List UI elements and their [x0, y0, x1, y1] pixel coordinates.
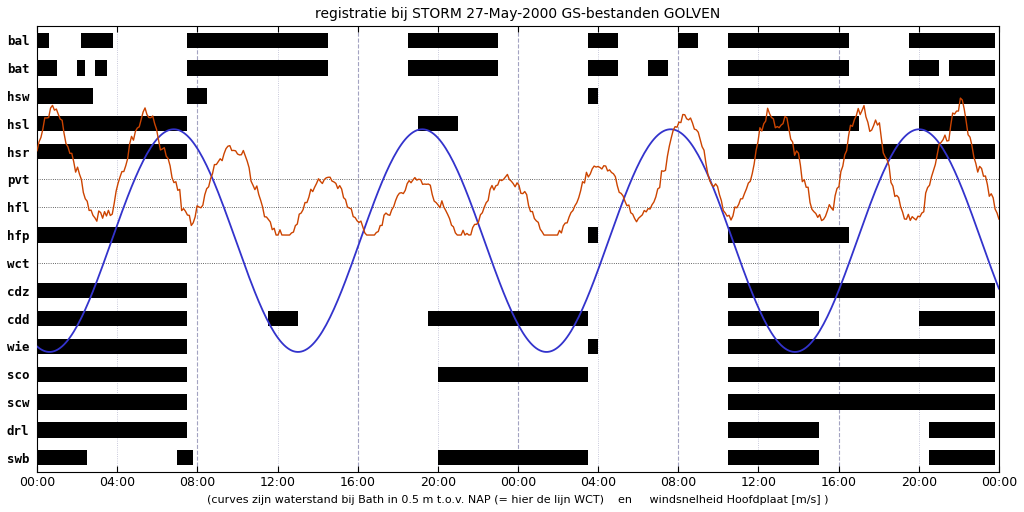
Bar: [37, 88, 93, 103]
Bar: [37, 116, 187, 132]
Bar: [678, 33, 698, 48]
Bar: [728, 283, 995, 298]
Bar: [187, 88, 208, 103]
Bar: [418, 116, 458, 132]
Bar: [588, 60, 618, 76]
Bar: [37, 60, 57, 76]
Bar: [929, 422, 995, 438]
Bar: [728, 422, 818, 438]
Bar: [438, 367, 588, 382]
Bar: [77, 60, 85, 76]
Bar: [588, 88, 598, 103]
Bar: [408, 60, 498, 76]
Bar: [37, 311, 187, 326]
Bar: [37, 283, 187, 298]
Bar: [648, 60, 669, 76]
Bar: [728, 60, 849, 76]
Bar: [37, 339, 187, 354]
Bar: [177, 450, 194, 465]
Bar: [408, 33, 498, 48]
Bar: [588, 339, 598, 354]
Bar: [428, 311, 588, 326]
Bar: [728, 394, 995, 410]
Bar: [81, 33, 114, 48]
Bar: [37, 144, 187, 159]
X-axis label: (curves zijn waterstand bij Bath in 0.5 m t.o.v. NAP (= hier de lijn WCT)    en : (curves zijn waterstand bij Bath in 0.5 …: [207, 495, 828, 505]
Bar: [728, 450, 818, 465]
Bar: [438, 450, 588, 465]
Title: registratie bij STORM 27-May-2000 GS-bestanden GOLVEN: registratie bij STORM 27-May-2000 GS-bes…: [315, 7, 721, 21]
Bar: [187, 60, 328, 76]
Bar: [908, 60, 939, 76]
Bar: [949, 60, 995, 76]
Bar: [728, 88, 995, 103]
Bar: [929, 450, 995, 465]
Bar: [919, 311, 995, 326]
Bar: [37, 394, 187, 410]
Bar: [728, 227, 849, 243]
Bar: [187, 33, 328, 48]
Bar: [728, 339, 995, 354]
Bar: [728, 116, 859, 132]
Bar: [728, 33, 849, 48]
Bar: [37, 367, 187, 382]
Bar: [95, 60, 108, 76]
Bar: [728, 367, 995, 382]
Bar: [588, 33, 618, 48]
Bar: [728, 144, 995, 159]
Bar: [908, 33, 995, 48]
Bar: [267, 311, 298, 326]
Bar: [588, 227, 598, 243]
Bar: [37, 33, 49, 48]
Bar: [37, 227, 187, 243]
Bar: [919, 116, 995, 132]
Bar: [728, 311, 818, 326]
Bar: [37, 450, 87, 465]
Bar: [37, 422, 187, 438]
